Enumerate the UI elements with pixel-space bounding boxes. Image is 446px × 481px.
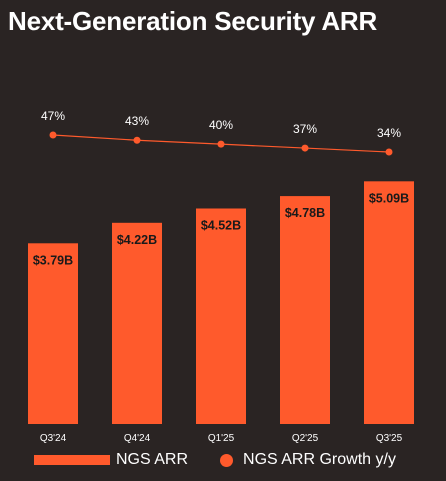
bar-0 bbox=[28, 243, 78, 424]
bar-value-label-3: $4.78B bbox=[285, 206, 325, 220]
legend-label-ngs-arr: NGS ARR bbox=[116, 451, 189, 468]
chart-title: Next-Generation Security ARR bbox=[8, 6, 378, 36]
bar-value-label-0: $3.79B bbox=[33, 253, 73, 267]
bar-2 bbox=[196, 208, 246, 424]
x-tick-label-4: Q3'25 bbox=[376, 433, 403, 444]
bar-value-label-1: $4.22B bbox=[117, 233, 157, 247]
legend-label-growth: NGS ARR Growth y/y bbox=[243, 451, 396, 468]
bar-4 bbox=[364, 181, 414, 424]
bar-3 bbox=[280, 196, 330, 424]
growth-point-3 bbox=[301, 144, 309, 152]
growth-label-2: 40% bbox=[209, 118, 233, 132]
growth-label-1: 43% bbox=[125, 114, 149, 128]
growth-label-3: 37% bbox=[293, 122, 317, 136]
x-tick-label-1: Q4'24 bbox=[124, 433, 151, 444]
growth-point-1 bbox=[133, 136, 141, 144]
growth-point-0 bbox=[49, 131, 57, 139]
growth-point-4 bbox=[385, 148, 393, 156]
x-tick-label-2: Q1'25 bbox=[208, 433, 235, 444]
legend: NGS ARR NGS ARR Growth y/y bbox=[34, 451, 396, 469]
x-tick-label-0: Q3'24 bbox=[40, 433, 67, 444]
legend-swatch-dot bbox=[220, 453, 234, 467]
growth-label-4: 34% bbox=[377, 126, 401, 140]
bar-1 bbox=[112, 222, 162, 424]
bar-value-label-2: $4.52B bbox=[201, 218, 241, 232]
x-tick-label-3: Q2'25 bbox=[292, 433, 319, 444]
growth-label-0: 47% bbox=[41, 109, 65, 123]
legend-swatch-bar bbox=[34, 455, 110, 465]
growth-point-2 bbox=[217, 140, 225, 148]
bar-value-label-4: $5.09B bbox=[369, 191, 409, 205]
